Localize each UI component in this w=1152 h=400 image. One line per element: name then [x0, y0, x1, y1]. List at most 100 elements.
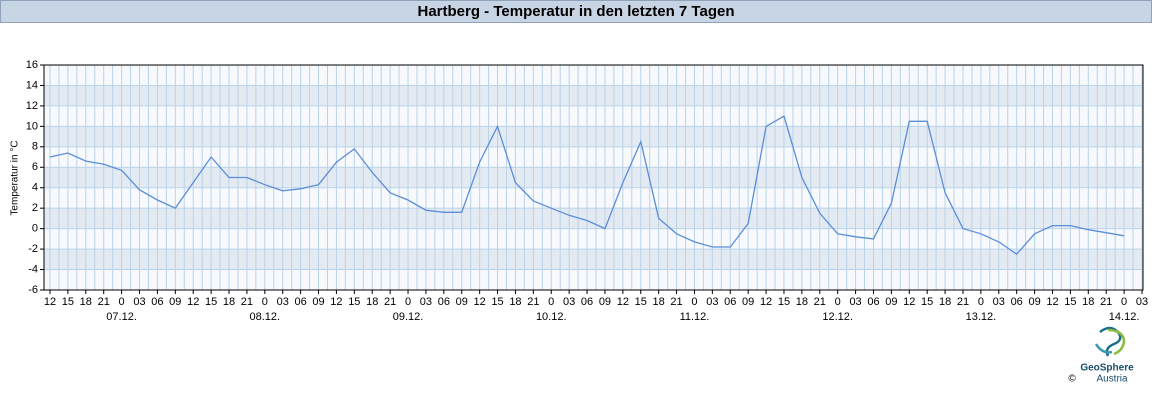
x-tick-label: 03 [563, 296, 575, 308]
y-tick-label: 0 [32, 223, 38, 235]
x-tick-label: 12 [1046, 296, 1058, 308]
x-tick-label: 09 [312, 296, 324, 308]
x-tick-label: 21 [527, 296, 539, 308]
x-tick-label: 12 [474, 296, 486, 308]
plot-frame [43, 64, 1144, 291]
date-label: 10.12. [536, 311, 567, 323]
x-tick-label: 21 [957, 296, 969, 308]
band [44, 126, 1143, 147]
y-tick-label: 8 [32, 141, 38, 153]
x-tick-label: 15 [635, 296, 647, 308]
x-tick-label: 18 [653, 296, 665, 308]
x-tick-label: 06 [1011, 296, 1023, 308]
band [44, 146, 1143, 168]
x-tick-label: 12 [187, 296, 199, 308]
x-tick-label: 21 [1100, 296, 1112, 308]
x-tick-label: 21 [241, 296, 253, 308]
y-tick-label: 14 [26, 79, 38, 91]
x-tick-label: 21 [384, 296, 396, 308]
date-label: 08.12. [250, 311, 281, 323]
x-tick-label: 21 [670, 296, 682, 308]
y-tick-label: 4 [32, 182, 38, 194]
y-tick-label: 12 [26, 100, 38, 112]
date-label: 12.12. [822, 311, 853, 323]
x-tick-label: 0 [262, 296, 268, 308]
logo: GeoSphere Austria © [1068, 326, 1134, 385]
x-tick-label: 12 [903, 296, 915, 308]
x-tick-label: 03 [993, 296, 1005, 308]
x-tick-label: 12 [44, 296, 56, 308]
x-tick-label: 15 [205, 296, 217, 308]
y-axis-label: Temperatur in °C [10, 140, 21, 215]
x-tick-label: 12 [617, 296, 629, 308]
x-tick-label: 03 [133, 296, 145, 308]
x-tick-label: 15 [491, 296, 503, 308]
x-tick-label: 09 [1028, 296, 1040, 308]
x-tick-label: 18 [80, 296, 92, 308]
x-tick-label: 15 [1064, 296, 1076, 308]
x-tick-label: 09 [885, 296, 897, 308]
x-tick-label: 09 [456, 296, 468, 308]
date-label: 13.12. [966, 311, 997, 323]
x-tick-label: 03 [706, 296, 718, 308]
y-tick-label: 2 [32, 202, 38, 214]
x-tick-label: 21 [814, 296, 826, 308]
x-tick-label: 18 [509, 296, 521, 308]
x-tick-label: 0 [691, 296, 697, 308]
x-tick-label: 0 [119, 296, 125, 308]
x-tick-label: 03 [277, 296, 289, 308]
date-label: 11.12. [680, 311, 710, 323]
logo-sub: Austria [1096, 374, 1128, 385]
y-tick-label: 10 [26, 120, 38, 132]
x-tick-label: 0 [548, 296, 554, 308]
band [44, 249, 1143, 270]
date-label: 09.12. [393, 311, 424, 323]
x-tick-label: 15 [921, 296, 933, 308]
band [44, 208, 1143, 229]
x-tick-label: 06 [294, 296, 306, 308]
x-tick-label: 09 [742, 296, 754, 308]
x-tick-label: 15 [62, 296, 74, 308]
band [44, 187, 1143, 209]
x-tick-label: 18 [939, 296, 951, 308]
band [44, 85, 1143, 106]
x-tick-label: 03 [849, 296, 861, 308]
copyright: © [1068, 374, 1076, 385]
band [44, 269, 1143, 290]
y-tick-label: -6 [28, 284, 38, 296]
x-tick-label: 06 [867, 296, 879, 308]
x-tick-label: 12 [760, 296, 772, 308]
x-tick-label: 0 [405, 296, 411, 308]
x-tick-label: 18 [366, 296, 378, 308]
y-tick-label: -2 [28, 243, 38, 255]
x-tick-label: 0 [835, 296, 841, 308]
x-tick-label: 06 [724, 296, 736, 308]
x-tick-label: 21 [98, 296, 110, 308]
x-tick-label: 06 [581, 296, 593, 308]
x-tick-label: 12 [330, 296, 342, 308]
x-tick-label: 15 [778, 296, 790, 308]
x-tick-label: 06 [151, 296, 163, 308]
band [44, 105, 1143, 127]
x-tick-label: 0 [1121, 296, 1127, 308]
band [44, 65, 1143, 86]
x-tick-label: 03 [1136, 296, 1148, 308]
x-tick-label: 18 [1082, 296, 1094, 308]
x-tick-label: 18 [223, 296, 235, 308]
x-tick-label: 09 [599, 296, 611, 308]
plot-area [44, 64, 1143, 291]
date-label: 07.12. [106, 311, 137, 323]
y-tick-label: 6 [32, 161, 38, 173]
date-label: 14.12. [1109, 311, 1140, 323]
x-tick-label: 0 [978, 296, 984, 308]
logo-name: GeoSphere [1080, 363, 1134, 374]
band [44, 167, 1143, 188]
band [44, 228, 1143, 250]
chart-title: Hartberg - Temperatur in den letzten 7 T… [418, 3, 735, 20]
y-tick-label: 16 [26, 59, 38, 71]
x-tick-label: 06 [438, 296, 450, 308]
y-tick-label: -4 [28, 263, 38, 275]
temperature-line [49, 115, 1125, 256]
x-tick-label: 03 [420, 296, 432, 308]
